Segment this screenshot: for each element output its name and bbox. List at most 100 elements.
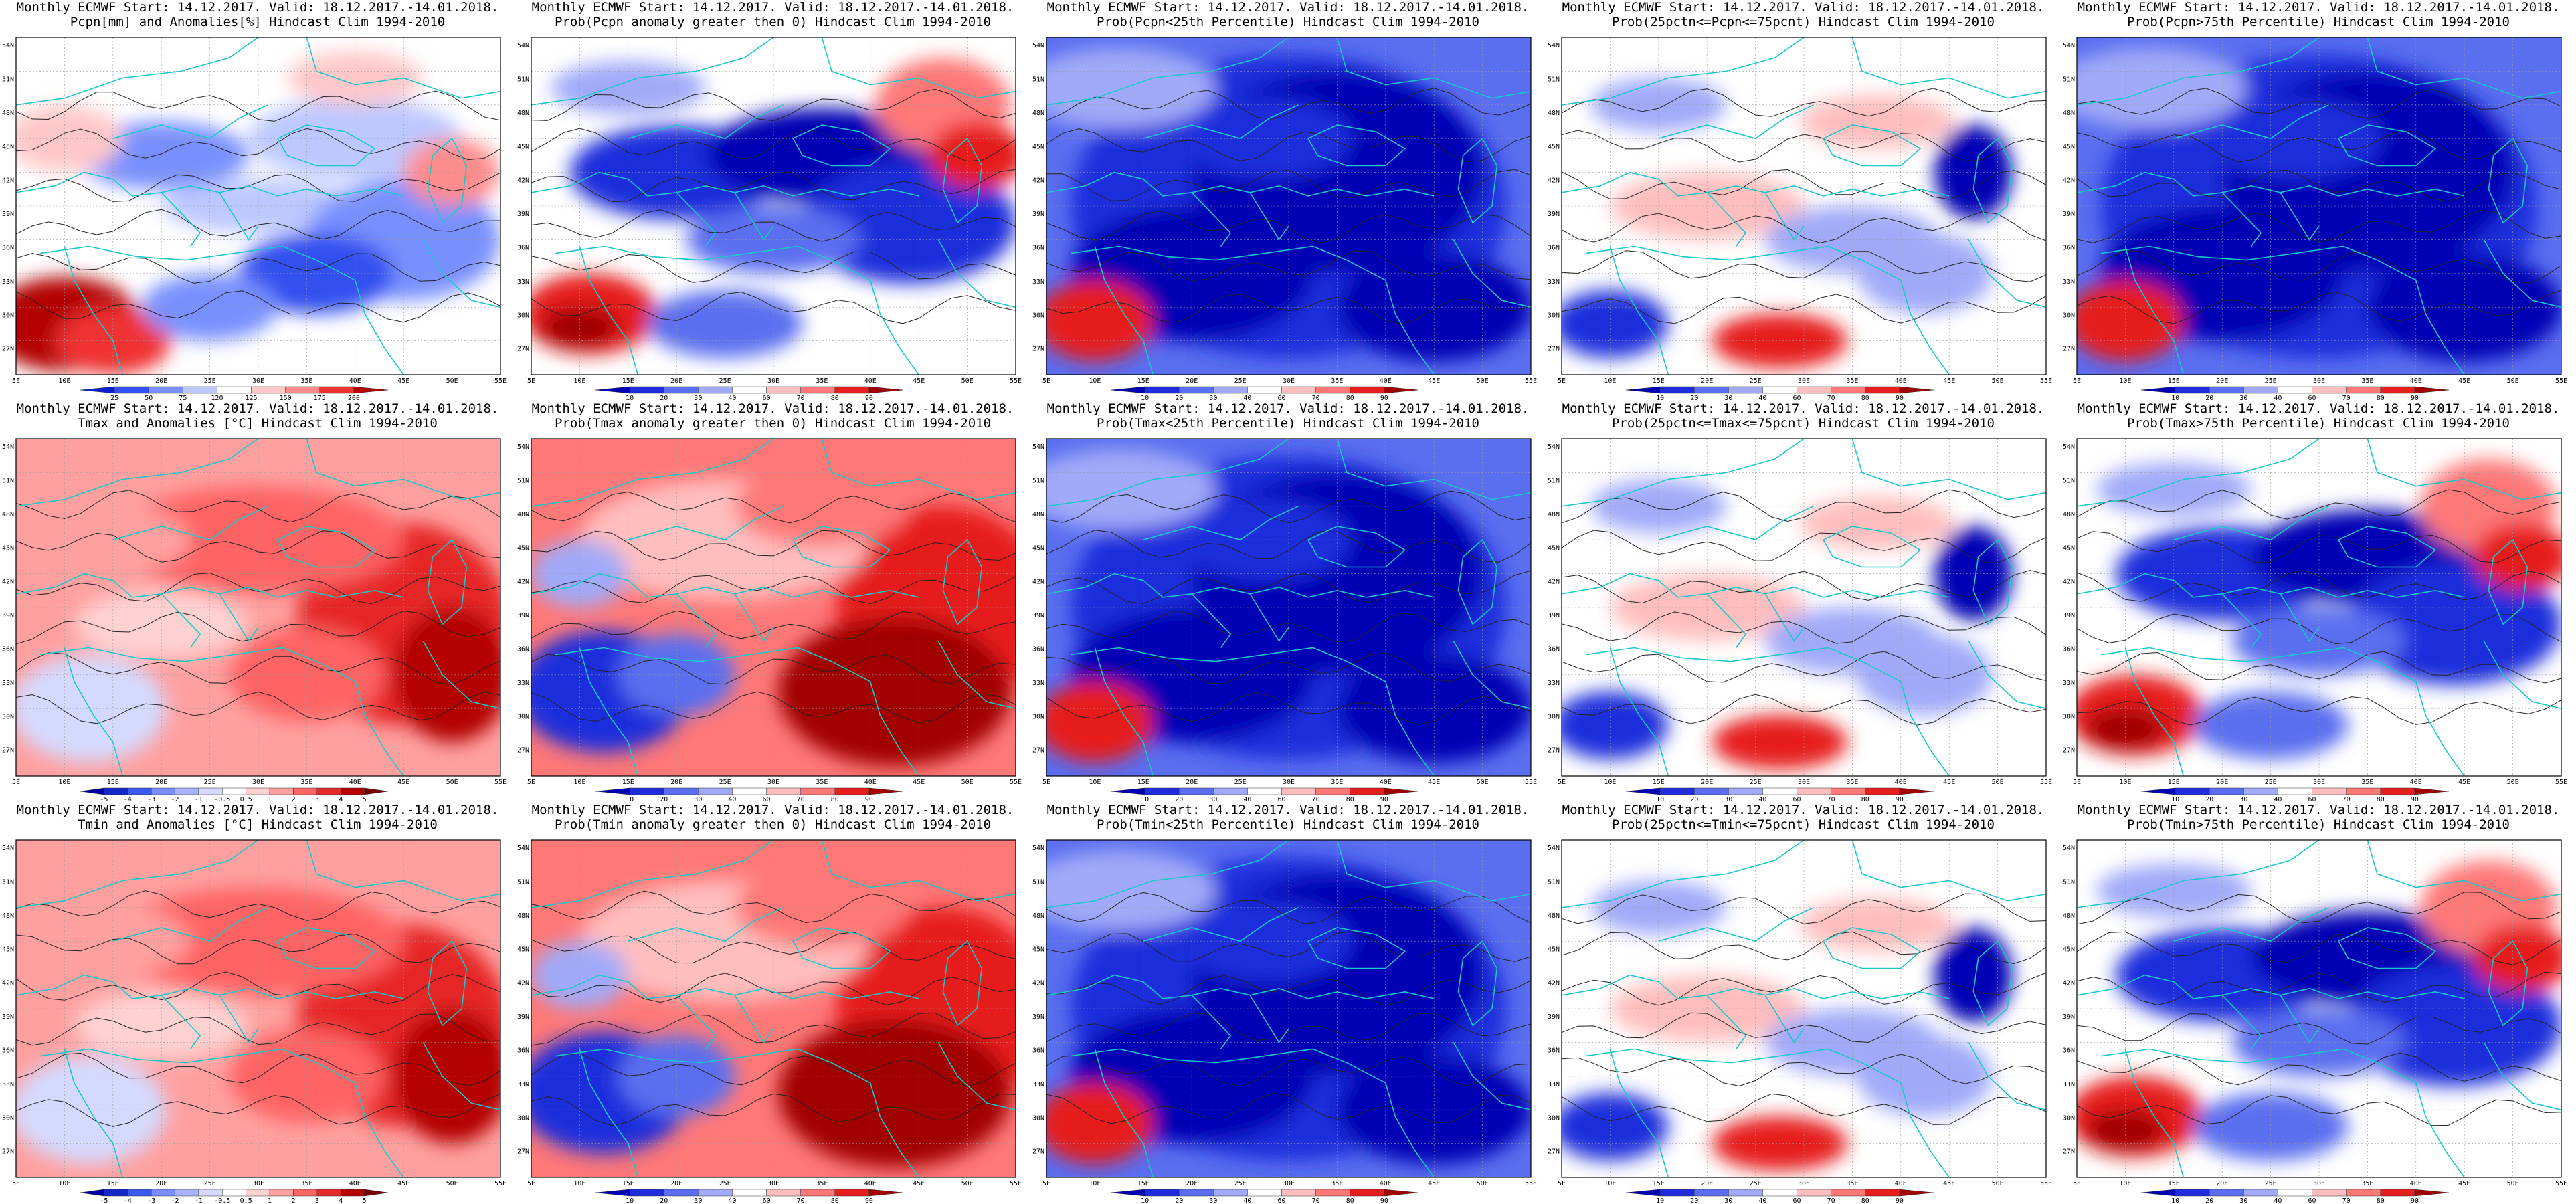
coastline	[1823, 526, 1922, 568]
lat-label: 39N	[517, 612, 529, 619]
colorbar-tick-label: -0.5	[214, 796, 230, 803]
lat-label: 48N	[2, 511, 14, 518]
lat-label: 45N	[1032, 143, 1044, 150]
lat-label: 48N	[517, 511, 529, 518]
lon-label: 35E	[1331, 1180, 1343, 1187]
lon-label: 40E	[1895, 377, 1907, 385]
lon-label: 35E	[1846, 377, 1858, 385]
colorbar-swatch	[732, 1189, 767, 1197]
coastline	[64, 647, 124, 776]
colorbar-swatch	[629, 787, 664, 795]
coastline	[1094, 246, 1154, 375]
coastline	[942, 538, 983, 625]
colorbar-tick-label: 70	[1312, 395, 1320, 401]
contour-line	[531, 169, 1016, 203]
colorbar-swatch	[698, 1189, 733, 1197]
colorbar-swatch	[2140, 787, 2176, 795]
panel-title-line1: Monthly ECMWF Start: 14.12.2017. Valid: …	[531, 803, 1014, 817]
field-shade	[2474, 924, 2561, 992]
lat-label: 27N	[517, 1148, 529, 1156]
contour-line	[2077, 1095, 2561, 1126]
lat-label: 48N	[2, 110, 14, 117]
lat-label: 45N	[1032, 544, 1044, 552]
colorbar-tick-label: 30	[694, 1197, 702, 1204]
lon-label: 20E	[1701, 377, 1713, 385]
lat-label: 51N	[517, 76, 529, 84]
coastline	[2367, 37, 2561, 99]
coastline	[531, 573, 919, 598]
lat-label: 36N	[1032, 646, 1044, 654]
contour-line	[16, 572, 500, 605]
contour-line	[2077, 613, 2561, 645]
colorbar-tick-label: 60	[1278, 1197, 1286, 1204]
colorbar-tick-label: 90	[2411, 796, 2419, 803]
contour-line	[1046, 250, 1531, 282]
lat-label: 42N	[517, 579, 529, 586]
map-canvas: 54N 51N 48N 45N 42N 39N 36N 33N 30N 27N 5E 10E 15E 20…	[1032, 839, 1537, 1204]
colorbar-tick-label: 120	[211, 395, 223, 401]
coastline	[2221, 995, 2262, 1049]
colorbar-tick-label: 80	[1861, 796, 1869, 803]
panel-title-line2: Prob(Tmax>75th Percentile) Hindcast Clim…	[2127, 416, 2510, 431]
colorbar-tick-label: 3	[315, 796, 319, 803]
colorbar-swatch	[127, 1189, 152, 1197]
colorbar-tick-label: 90	[865, 1197, 873, 1204]
lon-label: 20E	[1186, 1180, 1198, 1187]
lat-label: 36N	[2063, 1047, 2075, 1055]
map-frame	[1046, 839, 1532, 1178]
colorbar-swatch	[2312, 386, 2347, 394]
colorbar-tick-label: 10	[1656, 796, 1664, 803]
colorbar-swatch	[2380, 1189, 2415, 1197]
lon-label: 15E	[1653, 1180, 1665, 1187]
lon-label: 15E	[622, 377, 634, 385]
colorbar-swatch	[183, 386, 217, 394]
coastline	[2221, 192, 2262, 247]
lat-label: 27N	[1032, 1148, 1044, 1156]
contour-line	[16, 933, 500, 965]
map-frame	[531, 839, 1016, 1178]
map-frame	[2076, 839, 2562, 1178]
coastline	[427, 538, 468, 625]
lat-label: 27N	[517, 747, 529, 755]
coastline	[1143, 907, 1299, 942]
colorbar-swatch	[2243, 787, 2278, 795]
panel-title-line2: Prob(Tmin<25th Percentile) Hindcast Clim…	[1097, 817, 1479, 832]
colorbar-tick-label: 70	[797, 395, 805, 401]
lon-label: 25E	[2265, 779, 2277, 786]
lat-label: 48N	[517, 110, 529, 117]
lat-label: 30N	[517, 1114, 529, 1122]
colorbar-tick-label: 80	[1346, 1197, 1354, 1204]
contour-line	[16, 890, 500, 921]
colorbar-tick-label: 200	[348, 395, 360, 401]
map-canvas: 54N 51N 48N 45N 42N 39N 36N 33N 30N 27N 5E 10E 15E 20…	[2063, 37, 2567, 401]
coastline	[2280, 593, 2320, 642]
colorbar-tick-label: 40	[1243, 1197, 1251, 1204]
lat-label: 48N	[1032, 511, 1044, 518]
colorbar-tick-label: 40	[2274, 1197, 2282, 1204]
colorbar-tick-label: 1	[268, 796, 272, 803]
field-shade	[1046, 47, 1216, 129]
field-shade	[778, 617, 1011, 766]
map-canvas: 54N 51N 48N 45N 42N 39N 36N 33N 30N 27N 5E 10E 15E 20…	[517, 37, 1022, 401]
colorbar-swatch	[1831, 386, 1866, 394]
colorbar-tick-label: -5	[100, 1197, 108, 1204]
lat-label: 45N	[1548, 946, 1560, 953]
map-canvas: 54N 51N 48N 45N 42N 39N 36N 33N 30N 27N 5E 10E 15E 20…	[2063, 839, 2567, 1204]
colorbar-swatch	[595, 787, 630, 795]
coastline	[422, 1042, 500, 1110]
colorbar-swatch	[1384, 386, 1419, 394]
coastline	[1562, 439, 1805, 507]
lat-label: 36N	[1032, 245, 1044, 252]
map-panel: 54N 51N 48N 45N 42N 39N 36N 33N 30N 27N 5E 10E 15E 20…	[1030, 0, 1546, 401]
lat-label: 48N	[1548, 110, 1560, 117]
colorbar-tick-label: 90	[865, 395, 873, 401]
contour-line	[1046, 88, 1531, 122]
lat-label: 39N	[2063, 211, 2075, 218]
coastline	[1046, 37, 1289, 106]
contour-line	[2077, 169, 2561, 202]
lon-label: 5E	[1042, 779, 1050, 786]
colorbar-swatch	[364, 1189, 389, 1197]
lat-label: 51N	[517, 879, 529, 886]
contour-line	[2077, 130, 2561, 163]
coastline	[1307, 526, 1406, 568]
